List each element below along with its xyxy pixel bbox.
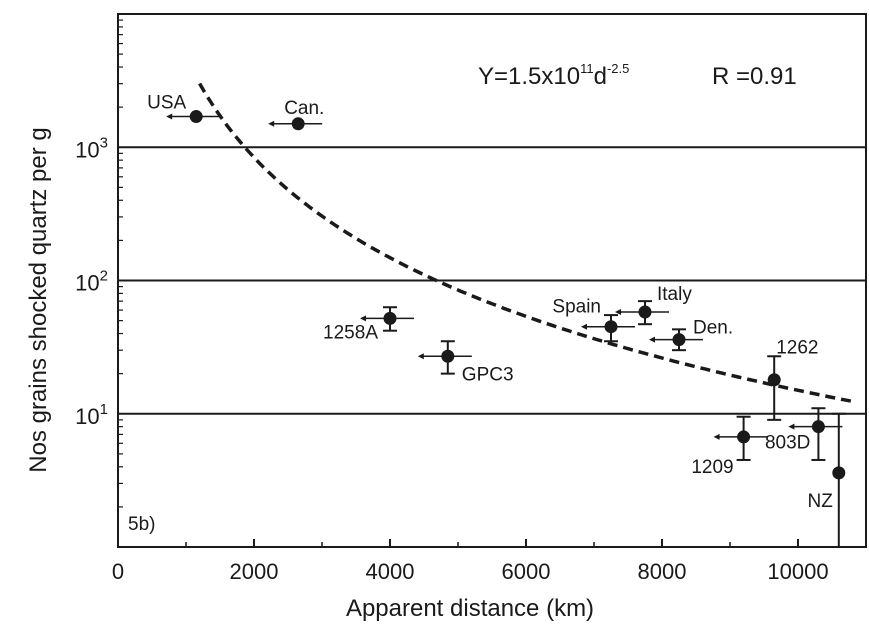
data-point bbox=[832, 466, 846, 480]
data-point-group: Can. bbox=[268, 98, 324, 131]
x-tick-label: 8000 bbox=[638, 559, 687, 584]
equation-text: Y=1.5x1011d-2.5 bbox=[478, 61, 629, 90]
data-point bbox=[291, 117, 305, 131]
data-point-group: NZ bbox=[807, 412, 846, 548]
y-tick-label: 102 bbox=[75, 268, 108, 296]
y-axis-title: Nos grains shocked quartz per g bbox=[25, 127, 52, 473]
arrow-head bbox=[649, 336, 655, 343]
point-label: NZ bbox=[807, 491, 833, 512]
y-tick-label: 103 bbox=[75, 134, 108, 162]
data-point-group: 803D bbox=[765, 407, 843, 461]
arrow-head bbox=[713, 433, 720, 440]
data-point-group: Italy bbox=[615, 284, 692, 326]
arrow-head bbox=[615, 309, 621, 316]
data-point bbox=[767, 373, 781, 387]
point-label: Spain bbox=[552, 297, 601, 318]
data-point-group: 1209 bbox=[691, 415, 768, 478]
r-value-text: R =0.91 bbox=[712, 63, 797, 90]
arrow-head bbox=[581, 323, 587, 330]
data-point-group: 1262 bbox=[767, 338, 818, 421]
fit-curve bbox=[198, 82, 853, 404]
x-tick-label: 0 bbox=[112, 559, 124, 584]
point-label: Italy bbox=[657, 284, 692, 305]
arrow-head bbox=[166, 113, 173, 120]
point-label: Can. bbox=[284, 98, 324, 119]
x-tick-label: 2000 bbox=[230, 559, 279, 584]
point-label: 1209 bbox=[691, 457, 733, 478]
data-point bbox=[672, 333, 686, 347]
data-point bbox=[441, 349, 455, 363]
point-label: 803D bbox=[765, 433, 810, 454]
data-point-group: 1258A bbox=[323, 306, 414, 343]
panel-label: 5b) bbox=[128, 514, 155, 535]
point-label: GPC3 bbox=[462, 364, 514, 385]
y-tick-label: 101 bbox=[75, 401, 108, 429]
data-point bbox=[189, 110, 203, 124]
data-point bbox=[604, 320, 618, 334]
arrow-head bbox=[268, 120, 275, 127]
arrow-head bbox=[417, 353, 424, 360]
data-point bbox=[638, 305, 652, 319]
data-point-group: Den. bbox=[649, 318, 733, 352]
data-point bbox=[383, 311, 397, 325]
arrow-head bbox=[360, 315, 366, 322]
arrow-head bbox=[788, 423, 795, 430]
point-label: 1262 bbox=[776, 338, 818, 359]
x-tick-label: 10000 bbox=[767, 559, 828, 584]
point-label: 1258A bbox=[323, 322, 378, 343]
data-point-group: USA bbox=[147, 93, 221, 124]
x-axis-title: Apparent distance (km) bbox=[346, 595, 594, 622]
data-point-group: Spain bbox=[552, 297, 635, 343]
data-point bbox=[737, 430, 751, 444]
data-point bbox=[811, 420, 825, 434]
point-label: Den. bbox=[693, 318, 733, 339]
data-point-group: GPC3 bbox=[417, 340, 514, 385]
x-tick-label: 6000 bbox=[502, 559, 551, 584]
point-label: USA bbox=[147, 93, 186, 114]
x-tick-label: 4000 bbox=[366, 559, 415, 584]
